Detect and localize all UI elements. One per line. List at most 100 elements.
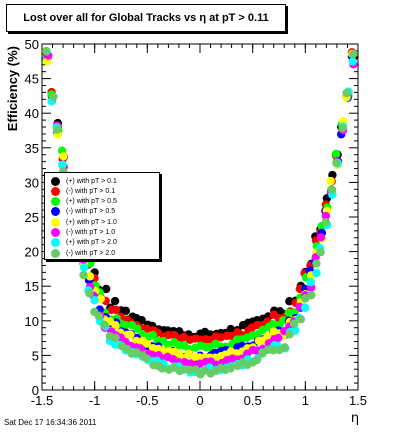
data-point [137,316,146,325]
data-point [85,289,94,298]
data-point [349,49,358,59]
data-point [289,319,299,328]
data-point [331,149,341,159]
y-tick-label: 40 [25,106,39,121]
data-point [268,346,278,355]
y-tick-label: 0 [32,383,39,398]
data-point [42,46,51,56]
data-point [316,247,325,257]
legend-entry: (+) with pT > 2.0 [45,238,159,248]
y-tick-label: 45 [25,72,39,87]
data-point [280,343,290,352]
data-point [100,320,109,330]
data-point [132,336,141,346]
y-tick-label: 25 [25,210,39,225]
x-tick-label: 1.5 [349,393,367,408]
data-point [111,305,121,315]
data-point [263,332,272,341]
legend-entry: (-) with pT > 0.5 [45,207,159,217]
data-point [79,263,89,272]
x-tick-label: 0 [196,393,203,408]
y-tick-label: 20 [25,245,39,260]
y-axis-label: Efficiency (%) [5,46,20,131]
x-tick-label: 1 [302,393,309,408]
data-point [142,339,151,348]
data-point [226,324,236,334]
data-point [110,296,120,306]
y-tick-label: 35 [25,141,39,156]
x-tick-label: 0.5 [244,393,262,408]
y-tick-label: 50 [25,37,39,52]
data-point [142,324,152,334]
y-tick-label: 30 [25,175,39,190]
data-point [85,272,95,281]
legend-entry: (-) with pT > 0.1 [45,186,159,196]
data-point [52,125,62,134]
data-point [338,123,347,133]
data-point [327,185,337,194]
data-point [342,88,351,98]
data-point [142,354,151,363]
data-point [179,365,188,374]
legend-marker [51,186,60,196]
data-point [126,330,135,339]
data-point [296,315,306,324]
legend-marker [51,207,60,217]
data-point [300,303,310,312]
legend-entry: (+) with pT > 0.1 [45,176,159,186]
legend-entry: (+) with pT > 0.5 [45,197,159,207]
chart-points [42,46,358,379]
data-point [111,333,120,342]
legend-marker [51,197,60,207]
data-point [59,152,68,161]
y-tick-label: 10 [25,314,39,329]
data-point [253,320,262,330]
x-tick-label: -1.5 [31,393,53,408]
data-point [86,259,95,268]
x-tick-label: -0.5 [136,393,158,408]
legend-label: (+) with pT > 0.5 [66,198,117,206]
chart-title: Lost over all for Global Tracks vs η at … [6,4,286,32]
x-tick-label: -1 [89,393,101,408]
data-point [79,270,88,280]
data-point [258,325,267,335]
data-point [49,92,58,101]
data-point [332,158,341,168]
data-point [274,333,283,343]
data-point [121,320,130,330]
legend-entry: (-) with pT > 2.0 [45,248,159,258]
data-point [307,290,316,300]
legend-label: (-) with pT > 2.0 [66,249,116,257]
legend-entry: (-) with pT > 1.0 [45,228,159,238]
legend-label: (+) with pT > 1.0 [66,218,117,226]
timestamp: Sat Dec 17 16:34:36 2011 [4,418,97,427]
data-point [94,312,104,321]
legend-marker [51,248,60,258]
data-point [326,176,335,186]
data-point [252,355,262,365]
chart-legend: (+) with pT > 0.1 (-) with pT > 0.1 (+) wi… [44,172,160,260]
legend-label: (+) with pT > 0.1 [66,177,117,185]
data-point [133,324,142,333]
data-point [174,349,184,359]
data-point [348,57,357,66]
legend-entry: (+) with pT > 1.0 [45,217,159,227]
data-point [312,268,321,278]
data-point [285,330,294,339]
data-point [321,218,331,227]
data-point [121,306,131,315]
legend-marker [51,228,60,237]
legend-marker [51,176,60,186]
data-point [101,284,111,294]
x-axis-label: η [351,411,359,426]
legend-label: (+) with pT > 2.0 [66,239,117,247]
data-point [306,277,316,287]
data-point [312,259,321,268]
legend-label: (-) with pT > 0.1 [66,187,116,195]
legend-marker [51,217,60,227]
data-point [157,364,167,373]
data-point [226,364,235,373]
chart-axes: -1.5 -1 -0.5 0 0.5 1 1.5 0 5 10 15 20 25 30 35 40 45 50 η E… [5,37,367,426]
data-point [111,320,120,330]
